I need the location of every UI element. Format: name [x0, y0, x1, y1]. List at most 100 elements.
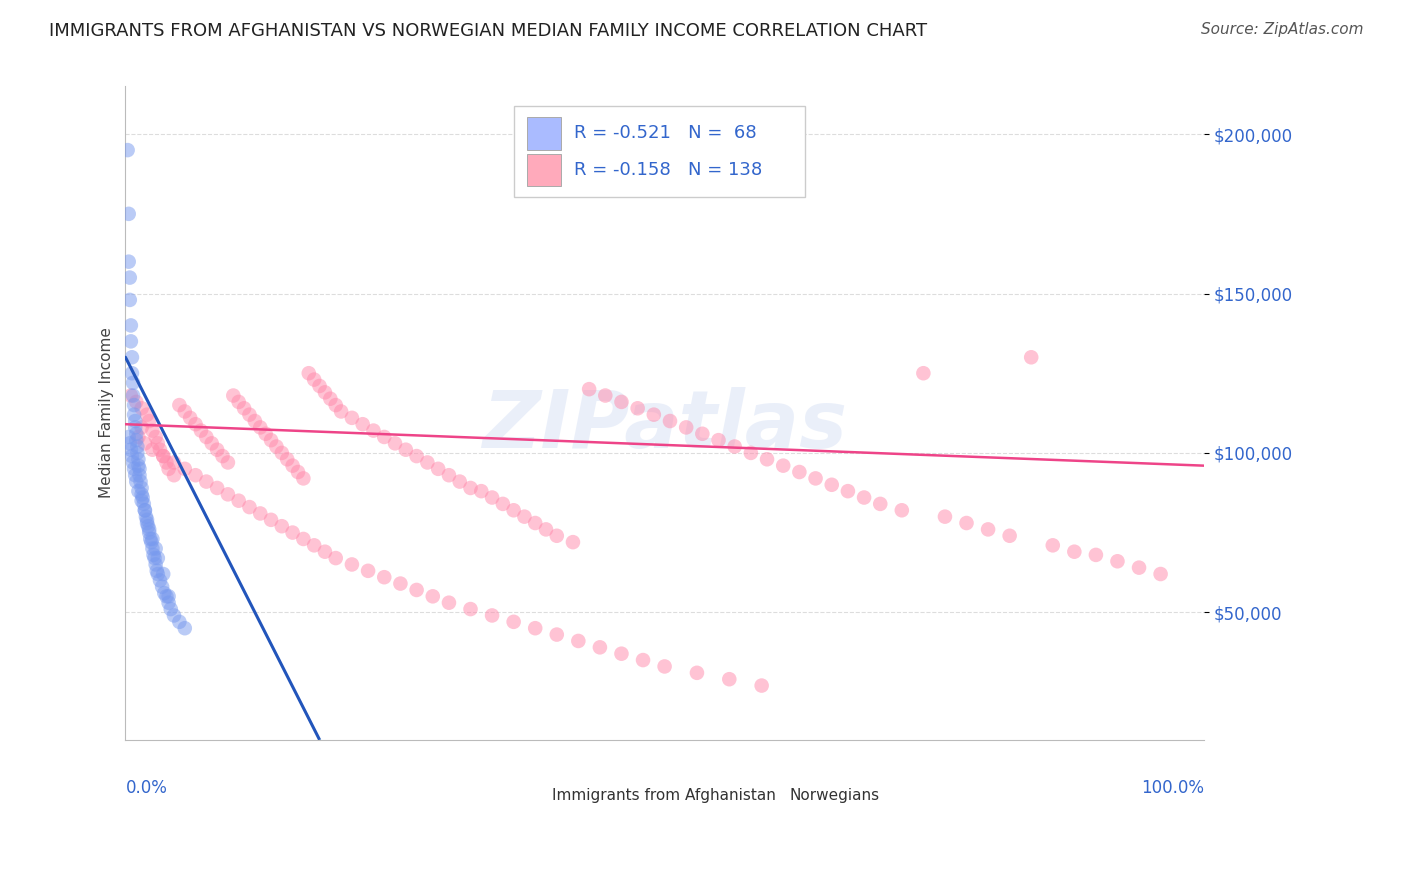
Point — [118, 254, 141, 268]
Point — [157, 462, 180, 476]
Point — [138, 414, 160, 428]
Point — [150, 580, 173, 594]
Point — [389, 576, 412, 591]
Point — [740, 446, 762, 460]
Point — [222, 388, 245, 402]
Point — [132, 491, 155, 505]
Point — [751, 679, 773, 693]
Text: R = -0.158   N = 138: R = -0.158 N = 138 — [574, 161, 762, 179]
Point — [934, 509, 956, 524]
Point — [1019, 351, 1042, 365]
Point — [395, 442, 418, 457]
Point — [869, 497, 891, 511]
Point — [169, 615, 191, 629]
Point — [205, 481, 228, 495]
Point — [546, 529, 568, 543]
Point — [141, 541, 163, 556]
Point — [190, 424, 212, 438]
Point — [157, 590, 180, 604]
Point — [1107, 554, 1129, 568]
Y-axis label: Median Family Income: Median Family Income — [100, 327, 114, 499]
Point — [128, 462, 150, 476]
Point — [562, 535, 585, 549]
Point — [363, 424, 385, 438]
Point — [470, 484, 492, 499]
Point — [249, 420, 271, 434]
Point — [195, 430, 218, 444]
Point — [238, 500, 260, 514]
Point — [659, 414, 682, 428]
Text: 100.0%: 100.0% — [1140, 779, 1204, 797]
Point — [125, 475, 148, 489]
Point — [121, 366, 143, 380]
Point — [152, 567, 174, 582]
Point — [159, 602, 181, 616]
Point — [217, 487, 239, 501]
Point — [146, 551, 169, 566]
Point — [546, 627, 568, 641]
Point — [146, 436, 169, 450]
Point — [314, 545, 336, 559]
Text: 0.0%: 0.0% — [125, 779, 167, 797]
Point — [125, 433, 148, 447]
Point — [325, 398, 347, 412]
Point — [122, 455, 145, 469]
Point — [1128, 560, 1150, 574]
Point — [211, 449, 233, 463]
Point — [127, 452, 149, 467]
Point — [201, 436, 224, 450]
Point — [804, 471, 827, 485]
Point — [152, 449, 174, 463]
Point — [163, 455, 186, 469]
Point — [131, 487, 153, 501]
Text: Source: ZipAtlas.com: Source: ZipAtlas.com — [1201, 22, 1364, 37]
Point — [308, 379, 330, 393]
Point — [134, 436, 156, 450]
Point — [416, 455, 439, 469]
Point — [149, 574, 172, 588]
Point — [524, 621, 547, 635]
Point — [524, 516, 547, 530]
Point — [460, 481, 482, 495]
Point — [124, 420, 146, 434]
Text: IMMIGRANTS FROM AFGHANISTAN VS NORWEGIAN MEDIAN FAMILY INCOME CORRELATION CHART: IMMIGRANTS FROM AFGHANISTAN VS NORWEGIAN… — [49, 22, 928, 40]
Point — [276, 452, 298, 467]
Point — [373, 430, 395, 444]
Point — [260, 433, 283, 447]
Point — [330, 404, 353, 418]
Point — [142, 548, 165, 562]
Point — [155, 455, 177, 469]
Point — [122, 462, 145, 476]
Point — [260, 513, 283, 527]
Point — [145, 430, 167, 444]
Point — [692, 426, 714, 441]
Point — [492, 497, 515, 511]
Point — [195, 475, 218, 489]
Point — [243, 414, 266, 428]
Bar — [527, 153, 561, 186]
Point — [127, 458, 149, 473]
Point — [756, 452, 779, 467]
Point — [1084, 548, 1107, 562]
Point — [173, 621, 195, 635]
Point — [853, 491, 876, 505]
Point — [117, 143, 139, 157]
Point — [122, 376, 145, 390]
Point — [233, 401, 256, 416]
Point — [128, 468, 150, 483]
Point — [122, 398, 145, 412]
Point — [145, 558, 167, 572]
Point — [136, 516, 159, 530]
Point — [131, 401, 153, 416]
Point — [298, 366, 321, 380]
Point — [131, 493, 153, 508]
Point — [134, 503, 156, 517]
Point — [228, 493, 250, 508]
Point — [163, 468, 186, 483]
Point — [481, 608, 503, 623]
Point — [654, 659, 676, 673]
Bar — [513, 783, 546, 807]
Text: ZIPatlas: ZIPatlas — [482, 387, 846, 465]
Point — [121, 351, 143, 365]
Point — [141, 535, 163, 549]
